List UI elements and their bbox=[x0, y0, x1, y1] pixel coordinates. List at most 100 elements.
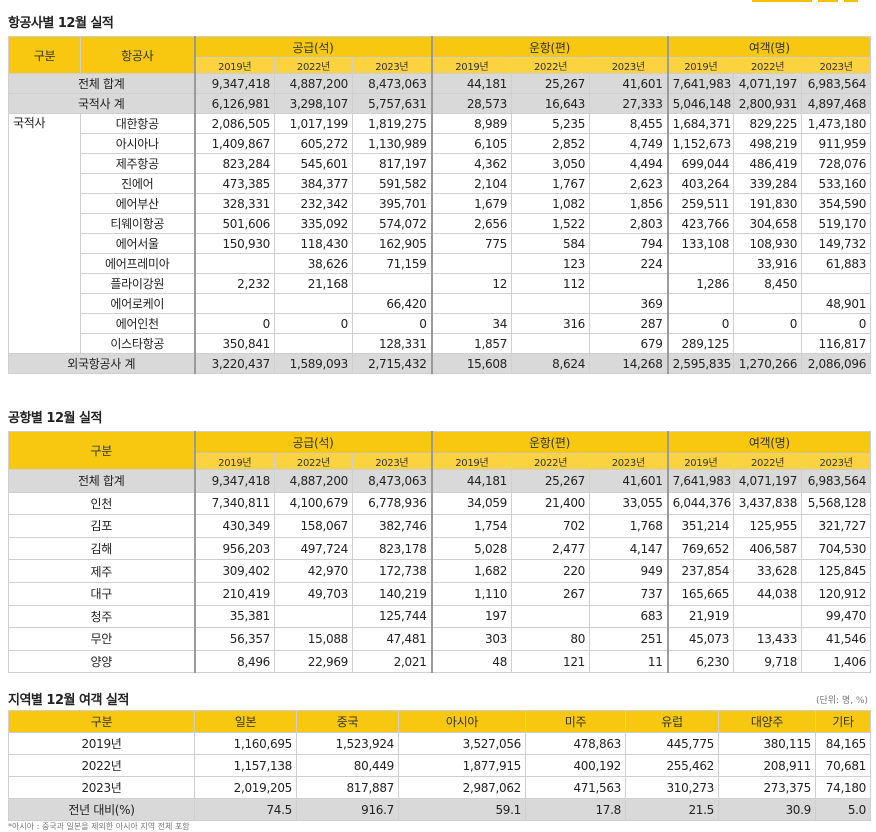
value-cell: 5,028 bbox=[430, 536, 513, 561]
value-cell: 2,086,505 bbox=[193, 113, 275, 134]
value-cell: 1,768 bbox=[589, 514, 669, 538]
value-cell: 162,905 bbox=[351, 233, 433, 254]
value-cell: 380,115 bbox=[718, 732, 816, 755]
value-cell: 3,298,107 bbox=[274, 93, 353, 114]
value-cell bbox=[666, 293, 735, 314]
value-cell: 303 bbox=[430, 627, 513, 651]
airline-name: 대한항공 bbox=[80, 113, 195, 134]
yoy-row: 전년 대비(%) 74.5 916.7 59.1 17.8 21.5 30.9 5.0 bbox=[8, 798, 871, 821]
row-label: 국적사 계 bbox=[8, 93, 195, 114]
value-cell: 1,679 bbox=[430, 193, 513, 214]
value-cell: 702 bbox=[511, 514, 591, 538]
value-cell: 25,267 bbox=[511, 73, 591, 94]
value-cell: 6,778,936 bbox=[351, 491, 433, 516]
value-cell: 125,744 bbox=[351, 604, 433, 629]
value-cell: 956,203 bbox=[193, 536, 275, 561]
airport-name: 인천 bbox=[8, 491, 195, 516]
year-header: 2023년 bbox=[589, 453, 669, 470]
value-cell: 125,955 bbox=[733, 514, 803, 538]
value-cell: 4,100,679 bbox=[274, 491, 353, 516]
value-cell: 471,563 bbox=[525, 776, 626, 799]
header-passengers: 여객(명) bbox=[666, 431, 872, 454]
region-section-title: 지역별 12월 여객 실적 bbox=[8, 693, 129, 708]
airline-row: 티웨이항공 501,606 335,092 574,072 2,656 1,522 2,80… bbox=[9, 213, 872, 234]
airline-row: 제주항공 823,284 545,601 817,197 4,362 3,050 4,494… bbox=[9, 153, 872, 174]
value-cell: 17.8 bbox=[525, 798, 626, 821]
airline-row: 에어프레미아 38,626 71,159 123 224 33,916 61,883 bbox=[9, 253, 872, 274]
footnote: *아시아 : 중국과 일본을 제외한 아시아 지역 전체 포함 bbox=[8, 822, 190, 831]
value-cell: 3,050 bbox=[511, 153, 591, 174]
value-cell bbox=[511, 604, 591, 629]
value-cell: 775 bbox=[430, 233, 513, 254]
value-cell: 949 bbox=[589, 559, 669, 583]
value-cell: 84,165 bbox=[815, 732, 871, 755]
value-cell: 737 bbox=[589, 581, 669, 606]
value-cell: 3,527,056 bbox=[398, 732, 526, 755]
value-cell: 15,088 bbox=[274, 627, 353, 651]
value-cell: 150,930 bbox=[193, 233, 275, 254]
year-header: 2022년 bbox=[274, 453, 353, 470]
airline-results-table: 구분 항공사 공급(석) 운항(편) 여객(명) 2019년 2022년 2023년… bbox=[8, 36, 872, 374]
value-cell: 237,854 bbox=[666, 559, 735, 583]
value-cell: 1,160,695 bbox=[194, 732, 297, 755]
value-cell: 267 bbox=[511, 581, 591, 606]
row-label: 전체 합계 bbox=[8, 73, 195, 94]
airline-row: 에어로케이 66,420 369 48,901 bbox=[9, 293, 872, 314]
header-supply: 공급(석) bbox=[193, 431, 433, 454]
value-cell: 406,587 bbox=[733, 536, 803, 561]
value-cell: 445,775 bbox=[625, 732, 719, 755]
row-label: 외국항공사 계 bbox=[8, 353, 195, 374]
value-cell: 1,110 bbox=[430, 581, 513, 606]
value-cell: 1,522 bbox=[511, 213, 591, 234]
value-cell: 165,665 bbox=[666, 581, 735, 606]
value-cell: 208,911 bbox=[718, 754, 816, 777]
value-cell: 9,347,418 bbox=[193, 73, 275, 94]
value-cell: 74.5 bbox=[194, 798, 297, 821]
year-header: 2022년 bbox=[511, 57, 591, 74]
value-cell: 120,912 bbox=[801, 581, 872, 606]
value-cell bbox=[733, 333, 803, 354]
value-cell: 41,601 bbox=[589, 469, 669, 493]
value-cell: 121 bbox=[511, 649, 591, 674]
region-passenger-table: 구분 일본 중국 아시아 미주 유럽 대양주 기타 2019년 1,160,695 1,523,9… bbox=[8, 710, 871, 821]
value-cell: 8,496 bbox=[193, 649, 275, 674]
region-header: 중국 bbox=[296, 710, 399, 733]
value-cell: 0 bbox=[666, 313, 735, 334]
airline-section-title: 항공사별 12월 실적 bbox=[8, 16, 114, 31]
airline-name: 아시아나 bbox=[80, 133, 195, 154]
year-header: 2022년 bbox=[274, 57, 353, 74]
airport-name: 김해 bbox=[8, 536, 195, 561]
value-cell: 817,887 bbox=[296, 776, 399, 799]
value-cell: 74,180 bbox=[815, 776, 871, 799]
value-cell: 251 bbox=[589, 627, 669, 651]
value-cell: 1,767 bbox=[511, 173, 591, 194]
value-cell: 704,530 bbox=[801, 536, 872, 561]
value-cell: 61,883 bbox=[801, 253, 872, 274]
value-cell: 335,092 bbox=[274, 213, 353, 234]
airport-row: 무안 56,357 15,088 47,481 303 80 251 45,073 13,433… bbox=[8, 627, 872, 651]
value-cell: 48 bbox=[430, 649, 513, 674]
value-cell: 172,738 bbox=[351, 559, 433, 583]
value-cell bbox=[511, 293, 591, 314]
value-cell: 1,754 bbox=[430, 514, 513, 538]
value-cell: 140,219 bbox=[351, 581, 433, 606]
value-cell: 4,362 bbox=[430, 153, 513, 174]
value-cell: 33,916 bbox=[733, 253, 803, 274]
corner-accent-marks bbox=[746, 0, 866, 3]
value-cell: 545,601 bbox=[274, 153, 353, 174]
value-cell: 1,877,915 bbox=[398, 754, 526, 777]
value-cell: 5,046,148 bbox=[666, 93, 735, 114]
value-cell bbox=[733, 604, 803, 629]
value-cell: 35,381 bbox=[193, 604, 275, 629]
value-cell: 56,357 bbox=[193, 627, 275, 651]
value-cell: 1,473,180 bbox=[801, 113, 872, 134]
value-cell bbox=[511, 333, 591, 354]
value-cell: 5.0 bbox=[815, 798, 871, 821]
value-cell: 316 bbox=[511, 313, 591, 334]
value-cell: 769,652 bbox=[666, 536, 735, 561]
value-cell: 0 bbox=[801, 313, 872, 334]
airport-name: 김포 bbox=[8, 514, 195, 538]
value-cell: 27,333 bbox=[589, 93, 669, 114]
value-cell: 1,684,371 bbox=[666, 113, 735, 134]
value-cell: 794 bbox=[589, 233, 669, 254]
